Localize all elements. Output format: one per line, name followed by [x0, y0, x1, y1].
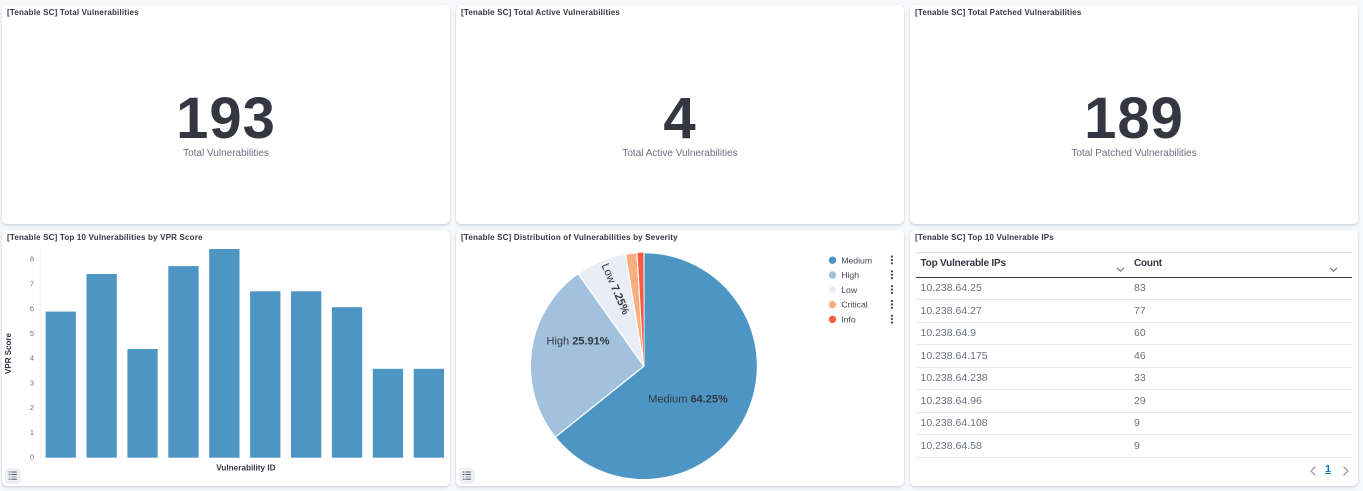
svg-text:Medium 64.25%: Medium 64.25% — [648, 393, 728, 405]
svg-text:3: 3 — [30, 378, 34, 387]
svg-text:Info: Info — [841, 314, 856, 324]
svg-text:High 25.91%: High 25.91% — [547, 335, 610, 347]
svg-text:0: 0 — [30, 452, 34, 461]
svg-text:7: 7 — [30, 279, 34, 288]
svg-text:2: 2 — [30, 403, 34, 412]
svg-text:6: 6 — [30, 304, 34, 313]
svg-text:Critical: Critical — [841, 299, 868, 309]
svg-text:VPR Score: VPR Score — [4, 332, 13, 373]
svg-text:5: 5 — [30, 328, 34, 337]
svg-text:Vulnerability ID: Vulnerability ID — [216, 463, 275, 472]
svg-text:Medium: Medium — [841, 255, 872, 265]
svg-text:1: 1 — [30, 427, 34, 436]
svg-text:8: 8 — [30, 254, 34, 263]
svg-text:Low: Low — [841, 284, 858, 294]
svg-text:4: 4 — [30, 353, 34, 362]
svg-text:High: High — [841, 270, 859, 280]
